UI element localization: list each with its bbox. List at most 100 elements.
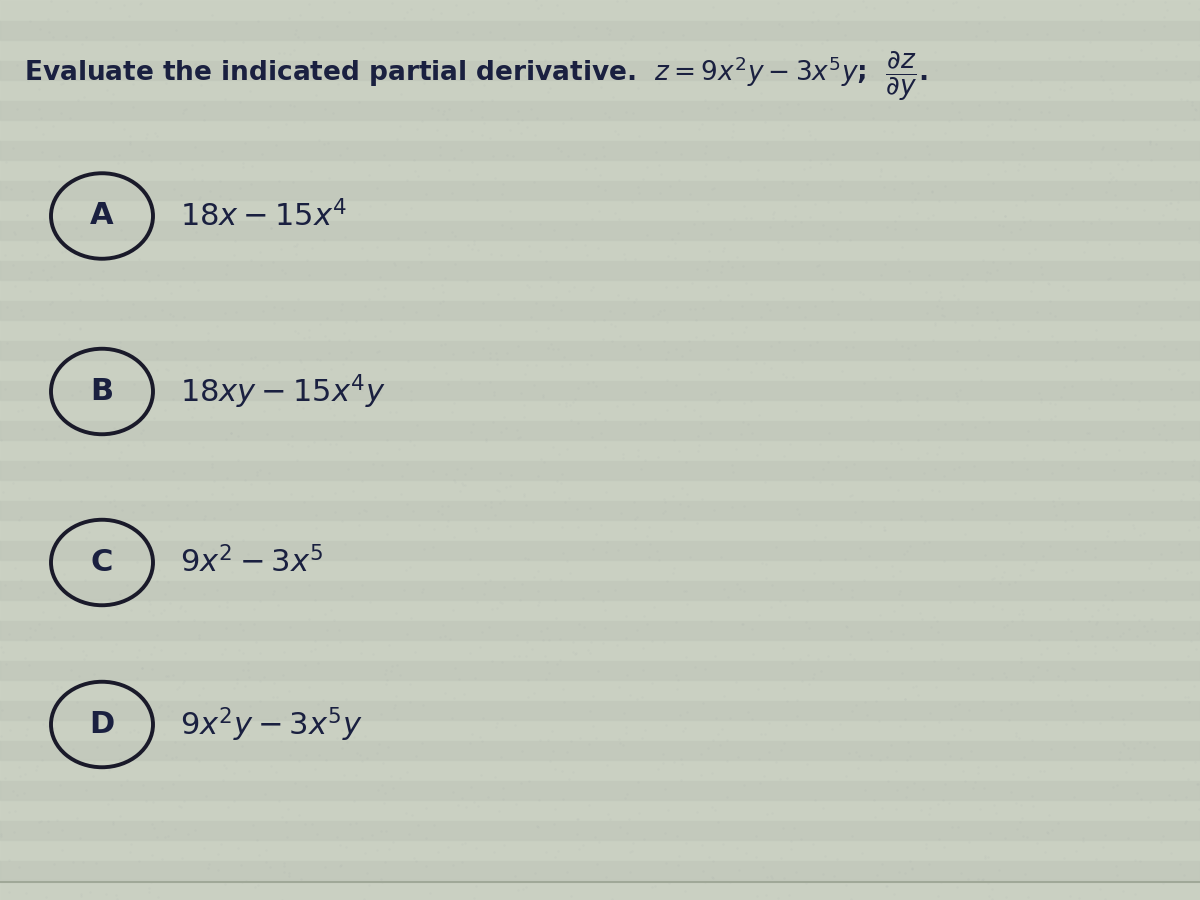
- Point: [390, 668, 409, 682]
- Point: [163, 309, 182, 323]
- Point: [119, 758, 138, 772]
- Point: [353, 40, 372, 55]
- Point: [1093, 841, 1112, 855]
- Point: [751, 86, 770, 101]
- Point: [228, 64, 247, 78]
- Point: [262, 220, 281, 235]
- Point: [952, 135, 971, 149]
- Point: [840, 490, 859, 504]
- Point: [928, 299, 947, 313]
- Point: [1075, 544, 1094, 559]
- Point: [694, 863, 713, 878]
- Point: [367, 345, 386, 359]
- Point: [20, 284, 40, 298]
- Point: [944, 728, 964, 742]
- Point: [493, 792, 512, 806]
- Point: [102, 644, 121, 658]
- Point: [132, 661, 151, 675]
- Point: [193, 158, 212, 173]
- Point: [155, 587, 174, 601]
- Point: [1181, 609, 1200, 624]
- Point: [1157, 3, 1176, 17]
- Point: [760, 745, 779, 760]
- Point: [870, 608, 889, 622]
- Point: [1068, 496, 1087, 510]
- Point: [1027, 305, 1046, 320]
- Point: [71, 889, 90, 900]
- Point: [1031, 105, 1050, 120]
- Point: [773, 122, 792, 137]
- Point: [334, 356, 353, 371]
- Point: [917, 841, 936, 855]
- Point: [566, 645, 586, 660]
- Point: [976, 548, 995, 562]
- Point: [1130, 528, 1150, 543]
- Point: [614, 305, 634, 320]
- Bar: [0, 100, 1200, 120]
- Point: [34, 127, 53, 141]
- Point: [977, 274, 996, 288]
- Point: [443, 785, 462, 799]
- Point: [167, 318, 186, 332]
- Point: [919, 168, 938, 183]
- Point: [568, 502, 587, 517]
- Bar: [0, 360, 1200, 380]
- Point: [1187, 103, 1200, 117]
- Point: [130, 643, 149, 657]
- Point: [894, 74, 913, 88]
- Point: [182, 162, 202, 176]
- Point: [0, 853, 18, 868]
- Point: [32, 145, 52, 159]
- Point: [296, 201, 316, 215]
- Point: [1129, 299, 1148, 313]
- Point: [1114, 424, 1133, 438]
- Point: [170, 598, 190, 613]
- Point: [98, 68, 118, 82]
- Point: [774, 175, 793, 189]
- Point: [624, 29, 643, 43]
- Point: [943, 0, 962, 11]
- Point: [869, 714, 888, 728]
- Point: [275, 865, 294, 879]
- Point: [598, 536, 617, 550]
- Point: [148, 573, 167, 588]
- Point: [707, 394, 726, 409]
- Point: [257, 855, 276, 869]
- Point: [210, 174, 229, 188]
- Point: [295, 331, 314, 346]
- Point: [784, 370, 803, 384]
- Bar: [0, 80, 1200, 100]
- Point: [649, 761, 668, 776]
- Point: [401, 2, 420, 16]
- Point: [612, 40, 631, 55]
- Point: [1052, 457, 1072, 472]
- Point: [284, 382, 304, 397]
- Point: [983, 572, 1002, 586]
- Point: [79, 525, 98, 539]
- Point: [593, 331, 612, 346]
- Point: [1187, 175, 1200, 189]
- Point: [175, 645, 194, 660]
- Point: [222, 528, 241, 543]
- Point: [570, 731, 589, 745]
- Point: [175, 103, 194, 117]
- Point: [14, 786, 34, 800]
- Point: [1170, 309, 1189, 323]
- Point: [310, 353, 329, 367]
- Point: [766, 755, 785, 770]
- Point: [1092, 142, 1111, 157]
- Point: [1008, 163, 1027, 177]
- Point: [718, 754, 737, 769]
- Point: [676, 884, 695, 898]
- Point: [574, 148, 593, 162]
- Point: [1055, 76, 1074, 90]
- Point: [978, 876, 997, 890]
- Point: [773, 241, 792, 256]
- Point: [1175, 815, 1194, 830]
- Point: [227, 497, 246, 511]
- Point: [894, 547, 913, 562]
- Point: [1001, 119, 1020, 133]
- Point: [532, 625, 551, 639]
- Point: [847, 744, 866, 759]
- Point: [133, 662, 152, 676]
